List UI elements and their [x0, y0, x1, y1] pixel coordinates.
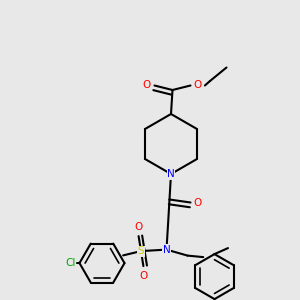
Text: O: O [142, 80, 150, 91]
Text: N: N [163, 244, 170, 255]
Text: S: S [138, 246, 144, 256]
Text: O: O [139, 271, 148, 281]
Text: Cl: Cl [65, 258, 76, 268]
Text: O: O [194, 197, 202, 208]
Text: O: O [134, 221, 143, 232]
Text: O: O [194, 80, 202, 91]
Text: N: N [167, 169, 175, 179]
